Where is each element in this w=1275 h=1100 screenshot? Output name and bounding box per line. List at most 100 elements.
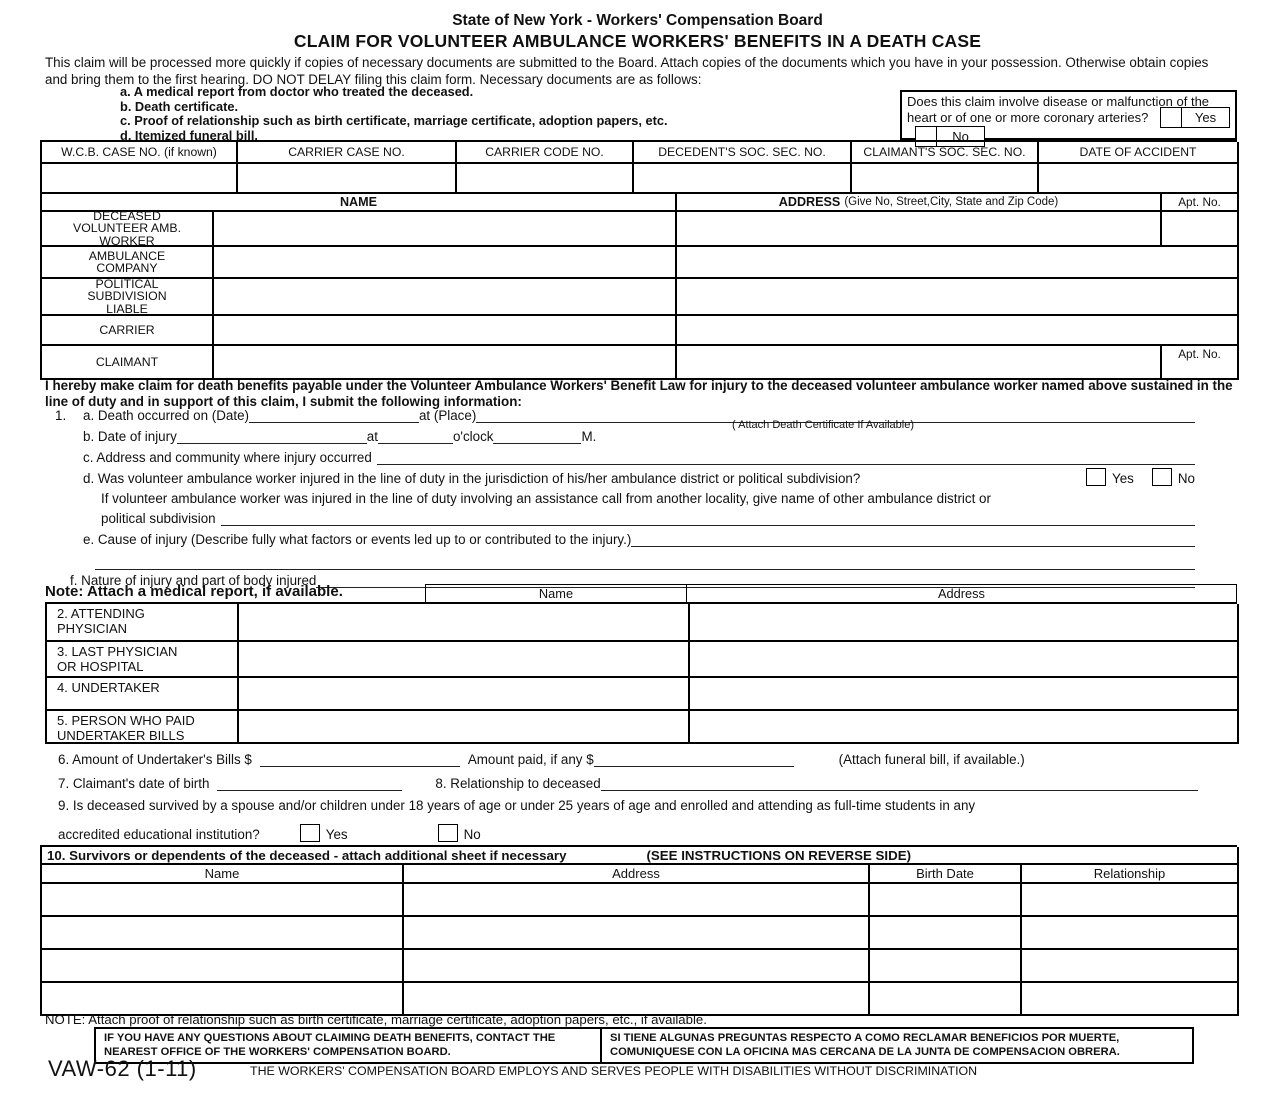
item1e-line: e. Cause of injury (Describe fully what … [83,526,1195,547]
survivor-1-name-field[interactable] [42,884,404,917]
heart-yes-checkbox[interactable] [1161,108,1182,127]
injury-date-field[interactable] [176,429,367,444]
doc-item-a: a. A medical report from doctor who trea… [120,84,474,99]
injury-cause-field-2[interactable] [95,555,1195,570]
relationship-to-deceased-field[interactable] [600,776,1198,791]
death-place-field[interactable] [476,408,1195,423]
item1d-cont-text: If volunteer ambulance worker was injure… [101,491,991,506]
injury-am-pm-field[interactable] [493,429,582,444]
survivor-1-birth-date-field[interactable] [870,884,1022,917]
physician-name-header: Name [426,585,687,602]
ambulance-company-address-field[interactable] [677,247,1239,279]
political-subdivision-name-field[interactable] [214,279,677,316]
attending-physician-address-field[interactable] [690,604,1239,642]
claimant-ssn-field[interactable] [852,164,1039,194]
survivor-1-address-field[interactable] [404,884,870,917]
item1d-line: d. Was volunteer ambulance worker injure… [83,465,1195,486]
other-subdivision-field[interactable] [220,511,1195,526]
person-paid-bills-name-field[interactable] [239,711,690,744]
address-column-header: ADDRESS (Give No, Street,City, State and… [677,194,1162,212]
survivor-2-relationship-field[interactable] [1022,917,1239,950]
undertaker-bills-amount-field[interactable] [259,752,460,767]
row-label-deceased-worker: DECEASED VOLUNTEER AMB. WORKER [42,210,214,247]
doc-item-b: b. Death certificate. [120,98,239,114]
wcb-case-no-field[interactable] [42,164,238,194]
survivor-3-relationship-field[interactable] [1022,950,1239,983]
deceased-apt-field[interactable] [1162,212,1239,247]
row-label-ambulance-company: AMBULANCE COMPANY [42,247,214,279]
claimant-birth-date-field[interactable] [217,776,403,791]
injury-cause-field[interactable] [631,532,1195,547]
ambulance-company-name-field[interactable] [214,247,677,279]
item1b-m-label: M. [581,429,597,444]
non-discrimination-tagline: THE WORKERS' COMPENSATION BOARD EMPLOYS … [250,1064,978,1078]
injury-nature-field[interactable] [316,573,1195,588]
claimant-address-field[interactable] [677,346,1162,380]
undertaker-address-field[interactable] [690,678,1239,711]
person-paid-bills-address-field[interactable] [690,711,1239,744]
claimant-name-field[interactable] [214,346,677,380]
agency-title: State of New York - Workers' Compensatio… [452,12,823,29]
deceased-name-field[interactable] [214,212,677,247]
physician-table: 2. ATTENDING PHYSICIAN 3. LAST PHYSICIAN… [45,602,1239,744]
item6-line: 6. Amount of Undertaker's Bills $ Amount… [58,752,1198,767]
death-date-field[interactable] [248,408,419,423]
item1d-yes-checkbox[interactable] [1086,468,1107,486]
carrier-name-field[interactable] [214,316,677,346]
political-subdivision-address-field[interactable] [677,279,1239,316]
item7-label: 7. Claimant's date of birth [58,776,210,791]
item7-8-line: 7. Claimant's date of birth 8. Relations… [58,776,1198,791]
carrier-address-field[interactable] [677,316,1239,346]
survivor-4-birth-date-field[interactable] [870,983,1022,1016]
item1b-label: b. Date of injury [83,429,177,444]
attach-death-certificate-note: ( Attach Death Certificate If Available) [732,419,914,431]
item1a-place-label: at (Place) [418,408,477,423]
item1d-cont-line: If volunteer ambulance worker was injure… [101,486,1195,506]
survivors-header-address: Address [404,865,870,884]
claimant-apt-field[interactable]: Apt. No. [1162,346,1239,380]
item1e-cont-line [95,547,1195,570]
item1d-no-label: No [1177,471,1195,486]
undertaker-name-field[interactable] [239,678,690,711]
item9-line1: 9. Is deceased survived by a spouse and/… [58,798,976,813]
heart-no-checkbox[interactable] [916,127,937,146]
heart-yes-option[interactable]: Yes [1159,107,1230,128]
item9-no-checkbox[interactable] [437,824,458,842]
last-physician-name-field[interactable] [239,642,690,678]
item1c-label: c. Address and community where injury oc… [83,450,372,465]
item1c-line: c. Address and community where injury oc… [83,444,1195,465]
survivor-2-address-field[interactable] [404,917,870,950]
header-claimant-ssn: CLAIMANT'S SOC. SEC. NO. [852,142,1039,164]
injury-time-field[interactable] [377,429,453,444]
contact-notice-spanish: SI TIENE ALGUNAS PREGUNTAS RESPECTO A CO… [600,1027,1194,1064]
row-label-attending-physician: 2. ATTENDING PHYSICIAN [47,604,239,642]
doc-item-d: d. Itemized funeral bill. [120,127,258,143]
survivor-3-birth-date-field[interactable] [870,950,1022,983]
last-physician-address-field[interactable] [690,642,1239,678]
survivor-4-address-field[interactable] [404,983,870,1016]
proof-of-relationship-note: NOTE: Attach proof of relationship such … [45,1012,707,1027]
date-of-accident-field[interactable] [1039,164,1239,194]
survivor-3-name-field[interactable] [42,950,404,983]
deceased-address-field[interactable] [677,212,1162,247]
item1f-line: f. Nature of injury and part of body inj… [70,570,1195,588]
decedent-ssn-field[interactable] [634,164,852,194]
survivor-2-name-field[interactable] [42,917,404,950]
heart-yes-label: Yes [1194,110,1217,125]
survivor-1-relationship-field[interactable] [1022,884,1239,917]
survivor-4-relationship-field[interactable] [1022,983,1239,1016]
survivor-3-address-field[interactable] [404,950,870,983]
carrier-code-no-field[interactable] [457,164,634,194]
item9-yes-checkbox[interactable] [299,824,320,842]
row-label-person-paid-bills: 5. PERSON WHO PAID UNDERTAKER BILLS [47,711,239,744]
row-label-claimant: CLAIMANT [42,346,214,380]
carrier-case-no-field[interactable] [238,164,457,194]
item9-no-label: No [463,827,481,842]
injury-address-field[interactable] [376,450,1195,465]
survivor-4-name-field[interactable] [42,983,404,1016]
attending-physician-name-field[interactable] [239,604,690,642]
item1d-no-checkbox[interactable] [1151,468,1172,486]
item1d-subdivision-line: political subdivision [101,506,1195,526]
amount-paid-field[interactable] [593,752,794,767]
survivor-2-birth-date-field[interactable] [870,917,1022,950]
